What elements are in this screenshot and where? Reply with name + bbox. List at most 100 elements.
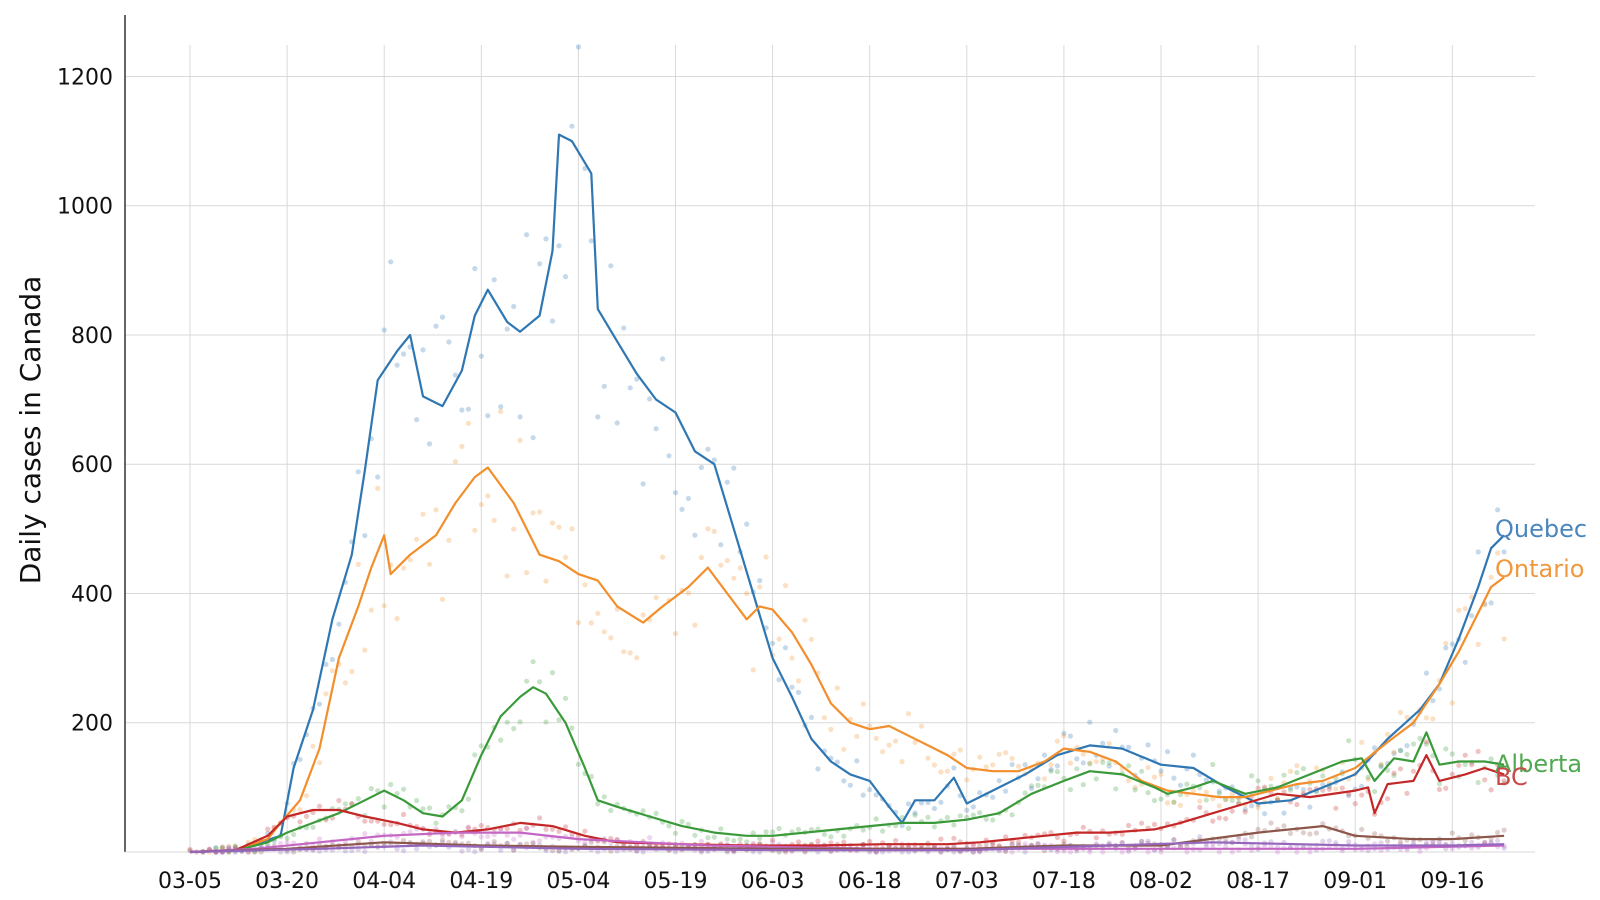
scatter-point [1495,829,1501,836]
scatter-point [491,517,497,524]
scatter-point [316,701,323,707]
scatter-point [750,667,756,673]
scatter-point [880,828,886,834]
scatter-point [931,762,938,768]
scatter-point [232,843,238,849]
scatter-point [530,510,536,516]
scatter-point [420,347,426,353]
scatter-point [1482,777,1488,783]
x-tick-label: 07-18 [1032,869,1096,894]
scatter-point [938,769,944,775]
scatter-point [1294,849,1300,855]
scatter-point [1106,763,1112,769]
scatter-point [1203,789,1209,795]
scatter-point [381,327,387,333]
scatter-point [543,578,549,584]
scatter-point [893,738,899,744]
scatter-points [187,44,1507,855]
scatter-point [537,261,543,267]
scatter-point [1139,820,1145,826]
scatter-point [1287,830,1294,837]
scatter-point [485,833,491,840]
series-line [189,133,1505,854]
scatter-point [770,839,776,846]
scatter-point [1151,797,1158,804]
scatter-point [1048,829,1054,836]
scatter-point [1456,607,1462,613]
scatter-point [297,807,303,813]
scatter-point [737,836,743,842]
scatter-point [1145,790,1151,796]
scatter-point [1449,830,1455,836]
scatter-point [362,533,368,539]
scatter-point [1352,801,1358,807]
scatter-point [1423,670,1429,676]
scatter-point [569,725,575,731]
scatter-point [990,762,996,768]
scatter-point [562,695,569,702]
scatter-point [1022,849,1028,855]
scatter-point [478,353,484,359]
scatter-point [1087,761,1093,767]
scatter-point [562,849,569,855]
x-tick-label: 05-04 [546,869,610,894]
scatter-point [1216,790,1222,797]
scatter-point [795,689,802,696]
scatter-point [1171,799,1177,805]
scatter-point [517,437,523,443]
scatter-point [1333,805,1339,811]
scatter-point [1488,756,1494,762]
scatter-point [1359,792,1365,798]
scatter-point [1469,762,1475,768]
scatter-point [349,668,355,675]
scatter-point [556,243,562,249]
scatter-point [867,723,873,729]
scatter-point [660,554,666,560]
scatter-point [1009,755,1015,762]
scatter-point [880,749,886,755]
scatter-point [640,849,646,855]
scatter-point [1223,837,1229,843]
scatter-point [1100,740,1106,747]
scatter-point [634,655,640,661]
scatter-point [808,714,815,721]
scatter-point [918,800,925,806]
scatter-point [1028,783,1035,789]
scatter-point [705,446,711,452]
scatter-point [1210,761,1216,768]
scatter-point [601,383,607,389]
scatter-point [524,825,530,832]
scatter-point [1294,801,1300,808]
scatter-point [543,826,549,832]
scatter-point [517,414,523,420]
scatter-point [873,792,879,798]
x-tick-label: 06-18 [838,869,902,894]
grid [125,45,1535,852]
scatter-point [1372,831,1378,837]
scatter-point [821,715,828,721]
scatter-point [329,656,335,663]
scatter-point [1145,849,1151,855]
scatter-point [983,841,989,848]
series-line [189,686,1505,854]
scatter-point [1313,765,1319,771]
scatter-point [1359,826,1365,833]
scatter-point [1171,799,1177,805]
scatter-point [1003,834,1009,840]
scatter-point [666,453,672,459]
scatter-point [1210,818,1216,824]
scatter-point [511,526,517,532]
scatter-point [1061,733,1067,739]
scatter-point [996,778,1002,784]
scatter-point [278,840,284,847]
scatter-point [640,612,646,618]
scatter-point [498,847,504,853]
scatter-point [905,801,912,807]
scatter-point [1320,821,1326,827]
scatter-point [1139,768,1145,774]
scatter-point [1404,743,1410,749]
scatter-point [1249,803,1255,809]
scatter-point [1372,811,1378,817]
scatter-point [1326,838,1332,844]
scatter-point [672,849,679,855]
